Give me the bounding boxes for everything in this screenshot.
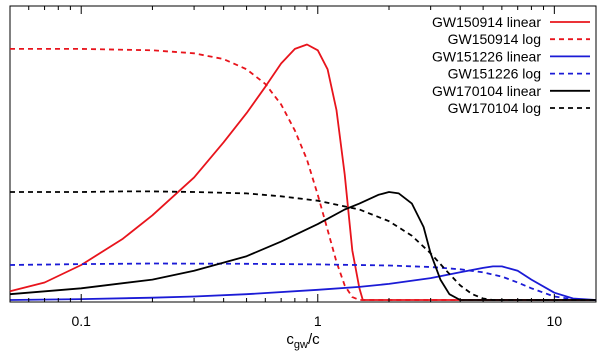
series-curves bbox=[9, 43, 597, 301]
legend-label-gw150914-linear: GW150914 linear bbox=[432, 14, 541, 30]
legend-label-gw150914-log: GW150914 log bbox=[448, 31, 541, 47]
x-axis-title-main: c bbox=[286, 331, 294, 348]
legend-label-gw170104-linear: GW170104 linear bbox=[432, 83, 541, 99]
legend-label-gw151226-linear: GW151226 linear bbox=[432, 48, 541, 64]
x-axis-title-tail: /c bbox=[308, 331, 320, 348]
legend-label-gw170104-log: GW170104 log bbox=[448, 100, 541, 116]
series-line-gw150914-linear bbox=[9, 43, 596, 301]
x-axis-title: cgw/c bbox=[286, 331, 320, 351]
x-tick-label: 0.1 bbox=[71, 313, 91, 329]
plot-frame bbox=[9, 5, 597, 303]
series-line-gw151226-log bbox=[9, 262, 597, 301]
x-axis-title-subscript: gw bbox=[294, 339, 308, 351]
legend-label-gw151226-log: GW151226 log bbox=[448, 66, 541, 82]
series-line-gw150914-log bbox=[10, 48, 596, 301]
series-line-gw170104-linear bbox=[9, 191, 596, 301]
x-tick-label: 1 bbox=[314, 313, 322, 329]
series-line-gw151226-linear bbox=[9, 265, 597, 301]
x-tick-label: 10 bbox=[547, 313, 563, 329]
series-line-gw170104-log bbox=[10, 190, 596, 301]
x-axis-ticks: 0.1 1 10 bbox=[9, 6, 563, 329]
